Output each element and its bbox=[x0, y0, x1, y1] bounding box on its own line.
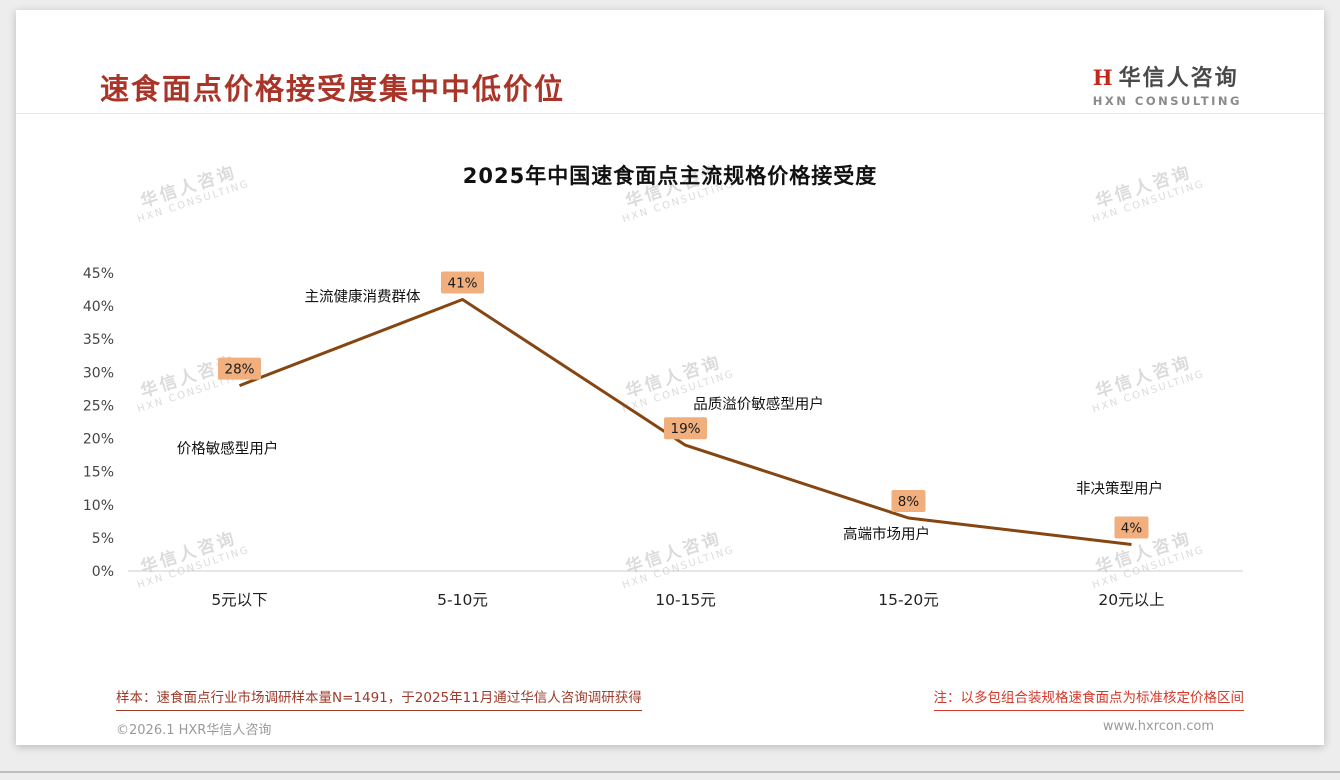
y-tick-label: 0% bbox=[92, 564, 114, 580]
annotation: 非决策型用户 bbox=[1076, 481, 1163, 498]
footnotes: 样本：速食面点行业市场调研样本量N=1491，于2025年11月通过华信人咨询调… bbox=[116, 686, 1244, 711]
y-tick-label: 15% bbox=[83, 465, 114, 481]
data-label-box bbox=[218, 357, 261, 380]
data-label-box bbox=[1114, 516, 1149, 539]
logo-mark-icon: H bbox=[1092, 65, 1113, 90]
data-label: 19% bbox=[670, 421, 700, 437]
bottom-bar: ©2026.1 HXR华信人咨询 www.hxrcon.com bbox=[116, 719, 1214, 738]
x-category-label: 15-20元 bbox=[878, 591, 939, 609]
data-label-box bbox=[664, 417, 707, 440]
y-tick-label: 30% bbox=[83, 365, 114, 381]
series-line bbox=[238, 298, 1132, 546]
header: 速食面点价格接受度集中中低价位 H 华信人咨询 HXN CONSULTING bbox=[16, 10, 1324, 114]
x-category-label: 5-10元 bbox=[437, 591, 488, 609]
logo-subtitle: HXN CONSULTING bbox=[1092, 94, 1242, 108]
annotation: 品质溢价敏感型用户 bbox=[693, 396, 824, 413]
x-category-label: 20元以上 bbox=[1098, 591, 1164, 609]
logo-top: H 华信人咨询 bbox=[1093, 60, 1242, 92]
standard-note: 注：以多包组合装规格速食面点为标准核定价格区间 bbox=[933, 686, 1244, 711]
copyright: ©2026.1 HXR华信人咨询 bbox=[116, 723, 272, 738]
data-label-box bbox=[891, 490, 926, 512]
annotation: 高端市场用户 bbox=[843, 526, 930, 543]
y-tick-label: 35% bbox=[83, 332, 114, 348]
data-label: 28% bbox=[224, 362, 254, 378]
sample-note: 样本：速食面点行业市场调研样本量N=1491，于2025年11月通过华信人咨询调… bbox=[116, 686, 642, 711]
x-category-label: 5元以下 bbox=[211, 591, 267, 609]
y-tick-label: 25% bbox=[83, 398, 114, 414]
price-acceptance-line-chart: 45% 40% 35% 30% 25% 20% 15% 10% 5% 0% 5元以下 5-10元 10-… bbox=[83, 266, 1243, 609]
slide-content: 速食面点价格接受度集中中低价位 H 华信人咨询 HXN CONSULTING 2… bbox=[16, 10, 1324, 745]
chart-title: 2025年中国速食面点主流规格价格接受度 bbox=[462, 164, 878, 188]
page-title: 速食面点价格接受度集中中低价位 bbox=[100, 72, 566, 106]
data-label-box bbox=[441, 271, 484, 294]
y-tick-label: 5% bbox=[92, 531, 114, 547]
y-tick-label: 40% bbox=[83, 299, 114, 315]
data-label: 41% bbox=[447, 275, 477, 291]
data-label: 8% bbox=[898, 494, 920, 510]
y-tick-label: 20% bbox=[83, 432, 114, 448]
y-tick-label: 45% bbox=[83, 266, 114, 282]
slide-card: 华信人咨询 HXN CONSULTING 华信人咨询 HXN CONSULTING 华信… bbox=[16, 10, 1324, 745]
logo: H 华信人咨询 HXN CONSULTING bbox=[1093, 60, 1242, 108]
x-category-label: 10-15元 bbox=[655, 591, 716, 609]
annotation: 价格敏感型用户 bbox=[177, 441, 279, 458]
website-link[interactable]: www.hxrcon.com bbox=[1102, 719, 1214, 734]
data-label: 4% bbox=[1121, 521, 1143, 537]
logo-name: 华信人咨询 bbox=[1118, 66, 1239, 91]
page-bottom-rule bbox=[0, 771, 1340, 773]
annotation: 主流健康消费群体 bbox=[305, 288, 421, 305]
y-tick-label: 10% bbox=[83, 498, 114, 514]
